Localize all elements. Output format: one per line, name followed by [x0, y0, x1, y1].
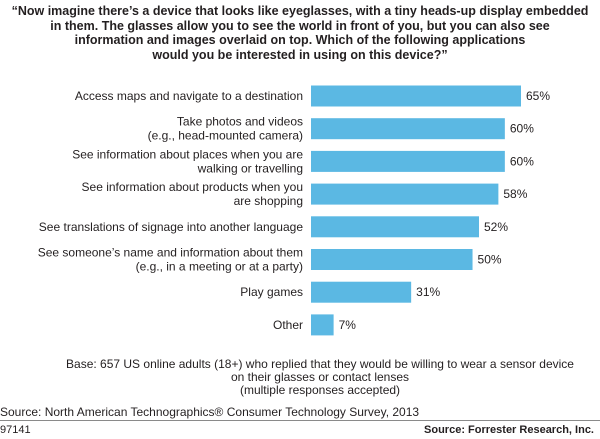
category-label: Take photos and videos (e.g., head-mounte… [148, 115, 303, 143]
category-label: See someone’s name and information about… [38, 246, 303, 274]
footer-source: Source: Forrester Research, Inc. [424, 424, 594, 436]
bar [311, 150, 505, 172]
footer-divider [0, 420, 600, 421]
value-label: 52% [484, 220, 508, 234]
base-note: Base: 657 US online adults (18+) who rep… [66, 357, 574, 397]
value-label: 58% [503, 187, 527, 201]
value-label: 7% [339, 318, 357, 332]
value-label: 50% [478, 253, 502, 267]
bar [311, 216, 479, 238]
bar [311, 249, 473, 270]
category-label: Play games [240, 285, 303, 299]
value-label: 31% [416, 285, 440, 299]
value-label: 60% [510, 154, 534, 168]
category-label: See translations of signage into another… [39, 220, 304, 234]
value-label: 60% [510, 122, 534, 136]
bar [311, 281, 412, 303]
figure-id: 97141 [0, 424, 31, 436]
bar [311, 85, 521, 107]
category-label: See information about places when you ar… [72, 147, 303, 175]
category-label: Access maps and navigate to a destinatio… [75, 89, 303, 103]
bar [311, 314, 334, 336]
value-label: 65% [526, 89, 550, 103]
bar-chart: Access maps and navigate to a destinatio… [38, 85, 550, 336]
survey-source: Source: North American Technographics® C… [0, 405, 420, 419]
chart-title: “Now imagine there’s a device that looks… [11, 4, 589, 62]
bar [311, 118, 505, 140]
bar [311, 183, 499, 205]
category-label: See information about products when you a… [82, 180, 303, 208]
category-label: Other [273, 318, 303, 332]
